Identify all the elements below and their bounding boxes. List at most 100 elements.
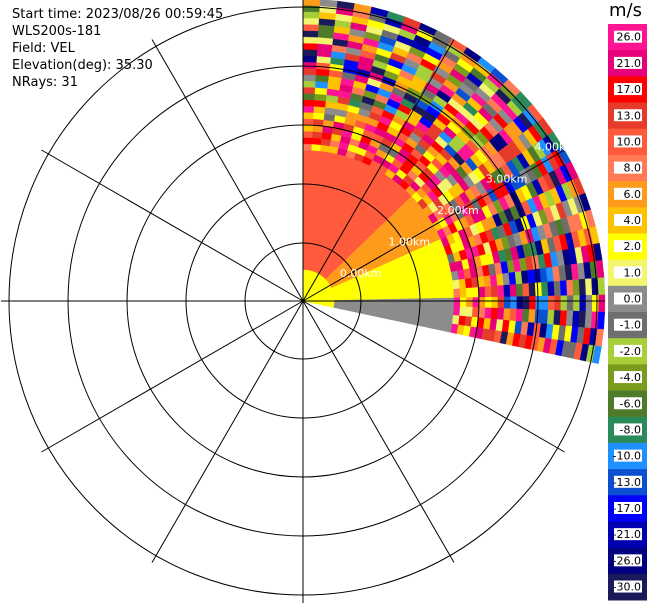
- nrays-label: NRays: 31: [12, 75, 78, 90]
- velocity-gate: [409, 298, 417, 306]
- velocity-gate: [312, 131, 323, 139]
- site-name-label: WLS200s-181: [12, 24, 102, 39]
- velocity-gate: [441, 297, 448, 307]
- velocity-gate: [497, 296, 505, 309]
- colorbar-tick-bg: [614, 318, 642, 331]
- velocity-gate: [478, 307, 486, 319]
- velocity-gate: [409, 291, 417, 300]
- colorbar-tick-bg: [614, 371, 642, 384]
- velocity-gate: [534, 282, 543, 297]
- colorbar-tick-label: -1.0: [620, 319, 641, 332]
- velocity-gate: [516, 283, 524, 297]
- velocity-gate: [302, 105, 315, 113]
- velocity-gate: [490, 285, 499, 298]
- velocity-gate: [402, 286, 410, 294]
- velocity-gate: [408, 310, 416, 319]
- velocity-gate: [311, 150, 321, 158]
- velocity-gate: [553, 310, 561, 326]
- velocity-gate: [491, 296, 499, 309]
- velocity-gate: [382, 313, 391, 320]
- velocity-gate: [566, 295, 574, 312]
- velocity-gate: [415, 298, 423, 306]
- velocity-gate: [535, 295, 543, 311]
- velocity-gate: [319, 0, 338, 8]
- velocity-gate: [421, 291, 430, 299]
- velocity-gate: [597, 311, 606, 330]
- velocity-gate: [302, 42, 319, 50]
- velocity-gate: [409, 304, 417, 312]
- colorbar-tick-label: 26.0: [617, 31, 642, 44]
- velocity-gate: [459, 288, 467, 299]
- colorbar-tick-bg: [614, 475, 642, 488]
- velocity-gate: [402, 310, 410, 318]
- velocity-gate: [453, 306, 461, 317]
- colorbar-tick-bg: [614, 240, 642, 253]
- colorbar-tick-label: -2.0: [620, 345, 641, 358]
- velocity-gate: [490, 307, 499, 320]
- velocity-gate: [371, 299, 379, 305]
- velocity-gate: [459, 297, 467, 308]
- velocity-gate: [334, 297, 341, 301]
- velocity-gate: [422, 298, 430, 306]
- velocity-gate: [314, 87, 328, 95]
- velocity-gate: [528, 309, 536, 324]
- velocity-gate: [472, 297, 480, 308]
- colorbar-tick-bg: [614, 423, 642, 436]
- colorbar-tick-label: -13.0: [613, 476, 641, 489]
- velocity-gate: [528, 282, 536, 297]
- start-time-label: Start time: 2023/08/26 00:59:45: [12, 7, 224, 22]
- velocity-gate: [389, 282, 397, 290]
- colorbar-tick-bg: [614, 213, 642, 226]
- velocity-gate: [390, 304, 398, 311]
- velocity-sector: [302, 0, 606, 365]
- velocity-gate: [553, 280, 562, 297]
- azimuth-spoke: [302, 39, 455, 302]
- velocity-gate: [310, 156, 320, 164]
- velocity-gate: [302, 11, 320, 19]
- colorbar-unit-label: m/s: [609, 0, 642, 21]
- velocity-gate: [503, 284, 511, 298]
- colorbar-tick-label: -6.0: [620, 397, 641, 410]
- velocity-gate: [503, 308, 511, 321]
- velocity-gate: [365, 291, 373, 297]
- velocity-gate: [428, 305, 436, 314]
- velocity-gate: [510, 296, 518, 310]
- velocity-gate: [427, 312, 435, 322]
- velocity-gate: [377, 303, 385, 309]
- velocity-gate: [302, 200, 309, 207]
- velocity-gate: [302, 219, 308, 226]
- velocity-gate: [302, 0, 321, 6]
- colorbar-tick-bg: [614, 528, 642, 541]
- velocity-gate: [396, 304, 404, 311]
- velocity-gate: [547, 281, 555, 297]
- colorbar-tick-bg: [614, 344, 642, 357]
- velocity-gate: [559, 310, 568, 327]
- velocity-gate: [548, 295, 555, 311]
- velocity-gate: [302, 17, 320, 25]
- velocity-gate: [433, 282, 442, 291]
- colorbar-tick-bg: [614, 161, 642, 174]
- colorbar-tick-label: 21.0: [617, 57, 642, 70]
- velocity-gate: [302, 36, 319, 44]
- velocity-gate: [377, 289, 385, 296]
- velocity-gate: [311, 137, 322, 145]
- colorbar-tick-label: 0.0: [624, 293, 642, 306]
- velocity-gate: [529, 296, 536, 310]
- velocity-gate: [420, 312, 429, 321]
- velocity-gate: [440, 289, 448, 299]
- velocity-gate: [503, 296, 511, 309]
- scan-info-panel: Start time: 2023/08/26 00:59:45 WLS200s-…: [12, 6, 223, 91]
- range-ring-label: 0.00km: [340, 267, 382, 280]
- velocity-gate: [407, 279, 416, 287]
- colorbar-tick-label: 6.0: [624, 188, 642, 201]
- velocity-gate: [302, 99, 315, 107]
- velocity-gate: [578, 278, 587, 296]
- colorbar-tick-label: -10.0: [613, 450, 641, 463]
- velocity-gate: [378, 299, 385, 305]
- colorbar-tick-bg: [614, 554, 642, 567]
- velocity-gate: [302, 30, 319, 38]
- velocity-gate: [522, 308, 530, 323]
- colorbar-tick-label: 13.0: [617, 109, 642, 122]
- velocity-gate: [579, 295, 587, 312]
- velocity-gate: [478, 297, 486, 308]
